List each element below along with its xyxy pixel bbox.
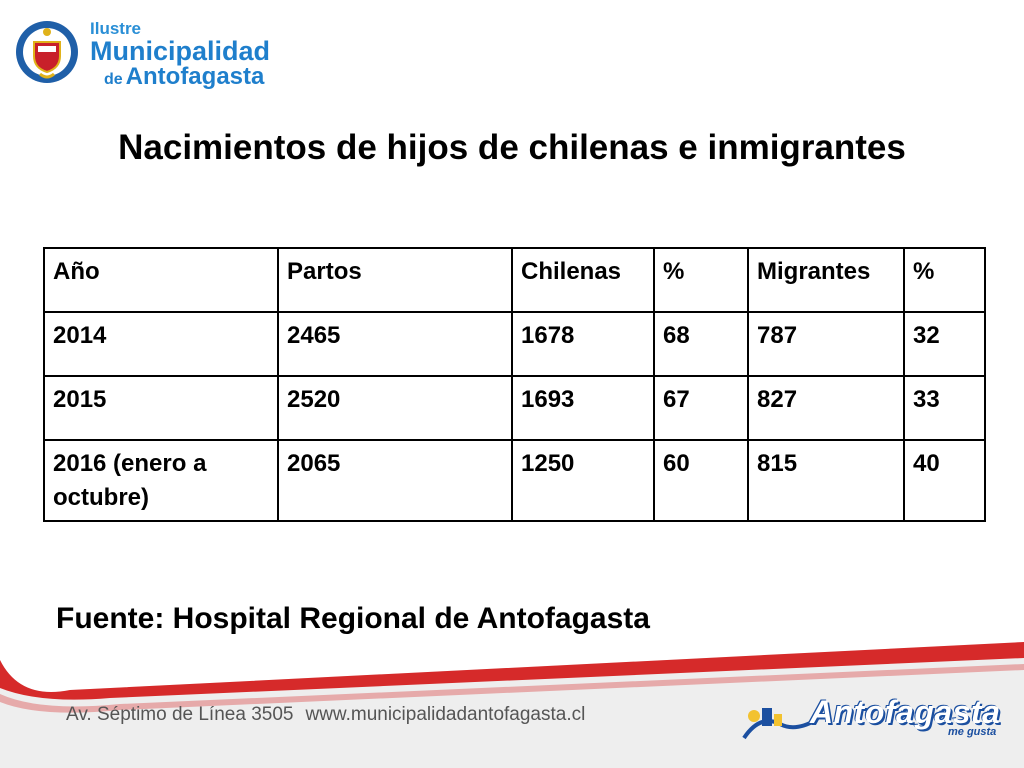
logo-antofagasta: Antofagasta bbox=[125, 62, 265, 90]
table-cell: 32 bbox=[903, 311, 986, 377]
logo-de: de bbox=[104, 70, 123, 88]
brand-logo-text: Antofagasta bbox=[810, 694, 1001, 730]
table-cell: 33 bbox=[903, 375, 986, 441]
table-cell: 827 bbox=[747, 375, 905, 441]
table-cell: 1693 bbox=[511, 375, 655, 441]
table-header-row: Año Partos Chilenas % Migrantes % bbox=[43, 247, 986, 313]
municipality-logo: Ilustre Municipalidad de Antofagasta bbox=[14, 14, 270, 94]
municipality-seal-icon bbox=[16, 21, 78, 83]
table-row: 2014 2465 1678 68 787 32 bbox=[43, 311, 986, 377]
footer-address: Av. Séptimo de Línea 3505 bbox=[66, 704, 294, 725]
table-cell: 787 bbox=[747, 311, 905, 377]
table-row: 2016 (enero a octubre) 2065 1250 60 815 … bbox=[43, 438, 986, 523]
table-cell: 2065 bbox=[277, 438, 513, 523]
table-cell: 815 bbox=[747, 438, 905, 523]
table-cell: 60 bbox=[653, 438, 749, 523]
source-note: Fuente: Hospital Regional de Antofagasta bbox=[56, 602, 650, 635]
header-cell: % bbox=[653, 247, 749, 313]
table-cell: 67 bbox=[653, 375, 749, 441]
header-cell: % bbox=[903, 247, 986, 313]
header-cell: Migrantes bbox=[747, 247, 905, 313]
table-cell: 2015 bbox=[43, 375, 279, 441]
brand-tagline: me gusta bbox=[948, 726, 997, 738]
header-cell: Chilenas bbox=[511, 247, 655, 313]
births-table: Año Partos Chilenas % Migrantes % 2014 2… bbox=[43, 247, 986, 523]
table-cell: 1250 bbox=[511, 438, 655, 523]
table-row: 2015 2520 1693 67 827 33 bbox=[43, 375, 986, 441]
footer-swoosh bbox=[0, 642, 1024, 768]
header-cell: Año bbox=[43, 247, 279, 313]
slide-title: Nacimientos de hijos de chilenas e inmig… bbox=[118, 128, 906, 167]
table-cell: 40 bbox=[903, 438, 986, 523]
table-cell: 2016 (enero a octubre) bbox=[43, 438, 279, 523]
header-cell: Partos bbox=[277, 247, 513, 313]
table-cell: 2520 bbox=[277, 375, 513, 441]
antofagasta-brand-icon bbox=[742, 708, 817, 740]
table-cell: 68 bbox=[653, 311, 749, 377]
footer-address-line: Av. Séptimo de Línea 3505 www.municipalid… bbox=[66, 704, 585, 726]
table-cell: 2465 bbox=[277, 311, 513, 377]
table-cell: 2014 bbox=[43, 311, 279, 377]
logo-municipalidad: Municipalidad bbox=[90, 35, 271, 66]
footer-website-link[interactable]: www.municipalidadantofagasta.cl bbox=[305, 704, 586, 725]
logo-ilustre: Ilustre bbox=[90, 18, 142, 38]
table-cell: 1678 bbox=[511, 311, 655, 377]
